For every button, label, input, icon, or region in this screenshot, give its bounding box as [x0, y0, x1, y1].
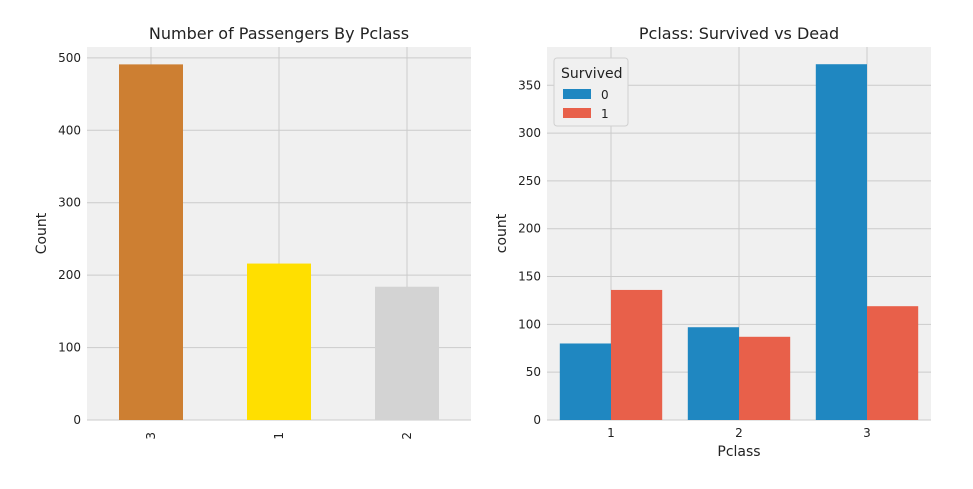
bar-pclass-3-survived-1 — [867, 306, 919, 420]
bar-pclass-2-survived-1 — [739, 336, 791, 420]
bar-class-3 — [119, 64, 183, 421]
x-axis-label-right: Pclass — [717, 444, 760, 460]
y-tick-label: 200 — [58, 268, 81, 282]
x-ticks-right: 1 2 3 — [607, 426, 871, 440]
bars-left — [119, 64, 439, 421]
chart-title-right: Pclass: Survived vs Dead — [639, 24, 839, 43]
survived-vs-dead-chart: 0 50 100 150 200 250 300 350 1 2 3 Pclass: Surviv… — [494, 24, 931, 460]
y-tick-label: 100 — [518, 317, 541, 331]
y-axis-label-left: Count — [34, 212, 50, 254]
y-tick-label: 350 — [518, 78, 541, 92]
x-ticks-left: 3 1 2 — [144, 432, 414, 440]
bar-pclass-2-survived-0 — [687, 327, 739, 420]
legend-title: Survived — [561, 66, 622, 82]
x-tick-label: 2 — [735, 426, 743, 440]
legend-swatch-0 — [563, 89, 591, 99]
legend-label-1: 1 — [601, 107, 609, 121]
bar-pclass-1-survived-1 — [611, 289, 663, 420]
y-tick-label: 300 — [58, 196, 81, 210]
bars-right — [559, 64, 919, 420]
bar-pclass-1-survived-0 — [559, 343, 611, 420]
y-tick-label: 50 — [526, 365, 541, 379]
bar-class-2 — [375, 286, 439, 420]
x-tick-label: 1 — [607, 426, 615, 440]
y-tick-label: 0 — [73, 413, 81, 427]
x-tick-label: 3 — [863, 426, 871, 440]
y-ticks-right: 0 50 100 150 200 250 300 350 — [518, 78, 541, 427]
y-tick-label: 500 — [58, 51, 81, 65]
legend: Survived 0 1 — [553, 57, 629, 127]
bar-pclass-3-survived-0 — [815, 64, 867, 420]
chart-title-left: Number of Passengers By Pclass — [149, 24, 409, 43]
legend-label-0: 0 — [601, 88, 609, 102]
y-tick-label: 100 — [58, 341, 81, 355]
x-tick-label: 1 — [272, 432, 286, 440]
y-tick-label: 400 — [58, 123, 81, 137]
passengers-by-pclass-chart: 0 100 200 300 400 500 3 1 2 Number of Passenger… — [34, 24, 471, 440]
x-tick-label: 2 — [400, 432, 414, 440]
legend-swatch-1 — [563, 108, 591, 118]
bar-class-1 — [247, 263, 311, 420]
y-tick-label: 200 — [518, 222, 541, 236]
y-tick-label: 0 — [533, 413, 541, 427]
y-tick-label: 300 — [518, 126, 541, 140]
y-tick-label: 250 — [518, 174, 541, 188]
y-ticks-left: 0 100 200 300 400 500 — [58, 51, 81, 427]
y-tick-label: 150 — [518, 270, 541, 284]
x-tick-label: 3 — [144, 432, 158, 440]
y-axis-label-right: count — [494, 213, 510, 253]
